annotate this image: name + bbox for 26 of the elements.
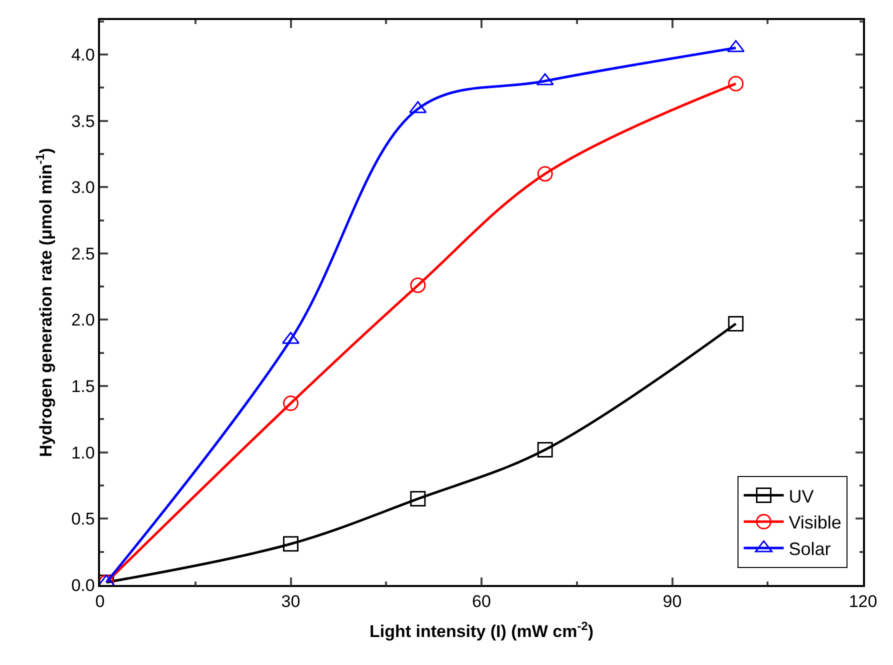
point bbox=[283, 396, 298, 412]
point bbox=[410, 491, 426, 507]
y-tick-label: 2.5 bbox=[71, 244, 95, 264]
point bbox=[728, 76, 744, 92]
point bbox=[537, 166, 553, 182]
legend-label: Solar bbox=[788, 539, 831, 560]
y-tick-label: 3.0 bbox=[71, 178, 95, 198]
x-tick-label: 90 bbox=[662, 592, 682, 612]
point bbox=[537, 442, 553, 458]
x-tick-label: 30 bbox=[281, 592, 300, 612]
x-axis-title: Light intensity (I) (mW cm$^{-2}$) bbox=[369, 618, 594, 642]
point bbox=[283, 536, 298, 552]
point bbox=[410, 278, 426, 294]
y-tick-label: 0.0 bbox=[71, 576, 95, 595]
y-tick-label: 1.0 bbox=[71, 443, 95, 462]
point bbox=[728, 316, 744, 332]
y-tick-label: 3.5 bbox=[71, 112, 95, 131]
y-tick-label: 1.5 bbox=[71, 377, 95, 396]
x-tick-label: 60 bbox=[472, 592, 491, 612]
legend-label: Visible bbox=[788, 512, 842, 533]
y-tick-label: 4.0 bbox=[71, 45, 95, 64]
legend-label: UV bbox=[788, 486, 814, 506]
x-tick-label: 0 bbox=[95, 592, 105, 612]
y-tick-label: 2.0 bbox=[71, 310, 95, 330]
x-tick-label: 120 bbox=[848, 592, 878, 612]
y-tick-label: 0.5 bbox=[71, 510, 95, 529]
